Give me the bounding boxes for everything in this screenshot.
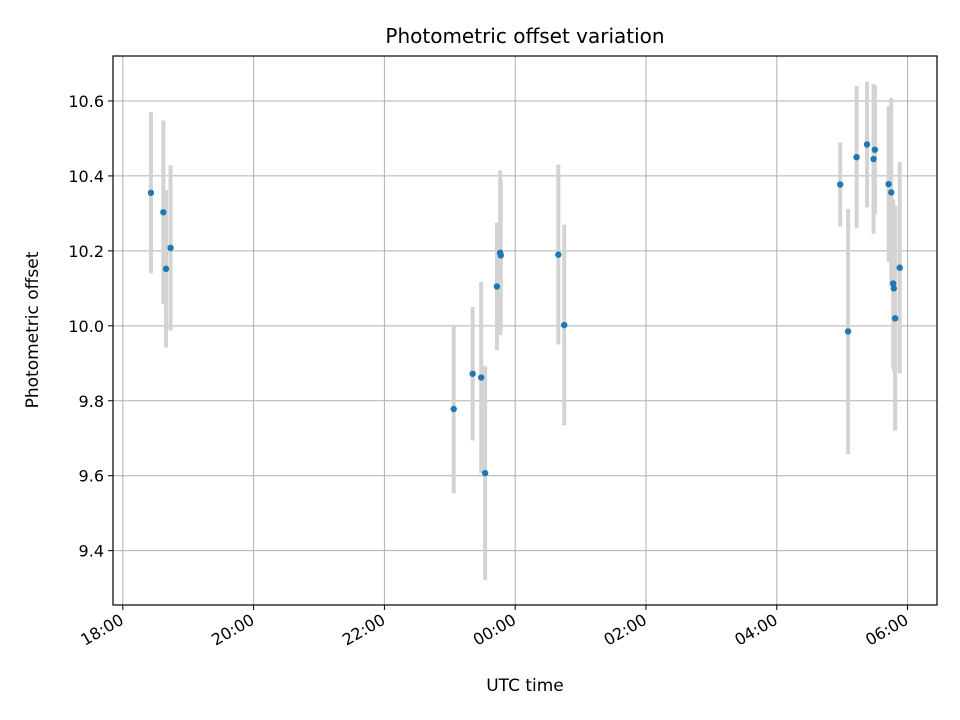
y-axis-label: Photometric offset — [23, 251, 43, 408]
y-tick-label: 9.4 — [79, 542, 104, 561]
data-point — [469, 370, 476, 377]
data-point — [888, 189, 895, 196]
data-point — [853, 153, 860, 161]
y-axis-ticks: 9.4 9.6 9.8 10.0 10.2 10.4 10.6 — [68, 92, 113, 561]
data-point — [871, 146, 879, 153]
data-point — [167, 244, 174, 252]
data-point — [863, 141, 871, 148]
data-point — [889, 280, 897, 287]
y-tick-label: 10.6 — [68, 92, 104, 111]
data-point — [450, 405, 457, 413]
data-point — [493, 283, 501, 290]
data-point — [497, 252, 505, 259]
data-point — [870, 155, 877, 163]
data-point — [481, 469, 489, 477]
data-point — [891, 315, 899, 322]
x-axis-label: UTC time — [486, 676, 564, 696]
y-tick-label: 10.0 — [68, 317, 104, 336]
data-point — [844, 328, 852, 335]
plot-frame — [112, 55, 938, 606]
data-points — [147, 141, 903, 477]
data-point — [477, 374, 485, 381]
chart-title: Photometric offset variation — [385, 24, 664, 48]
y-tick-label: 10.2 — [68, 242, 104, 261]
data-point — [885, 180, 892, 188]
data-point — [561, 321, 568, 329]
data-point — [896, 264, 903, 271]
data-point — [147, 189, 155, 196]
data-point — [162, 265, 170, 273]
data-point — [555, 251, 562, 258]
y-tick-label: 10.4 — [68, 167, 104, 186]
data-point — [160, 209, 167, 216]
data-point — [890, 285, 898, 292]
y-tick-label: 9.6 — [79, 467, 104, 486]
y-tick-label: 9.8 — [79, 392, 104, 411]
grid — [113, 56, 937, 605]
data-point — [837, 181, 844, 188]
